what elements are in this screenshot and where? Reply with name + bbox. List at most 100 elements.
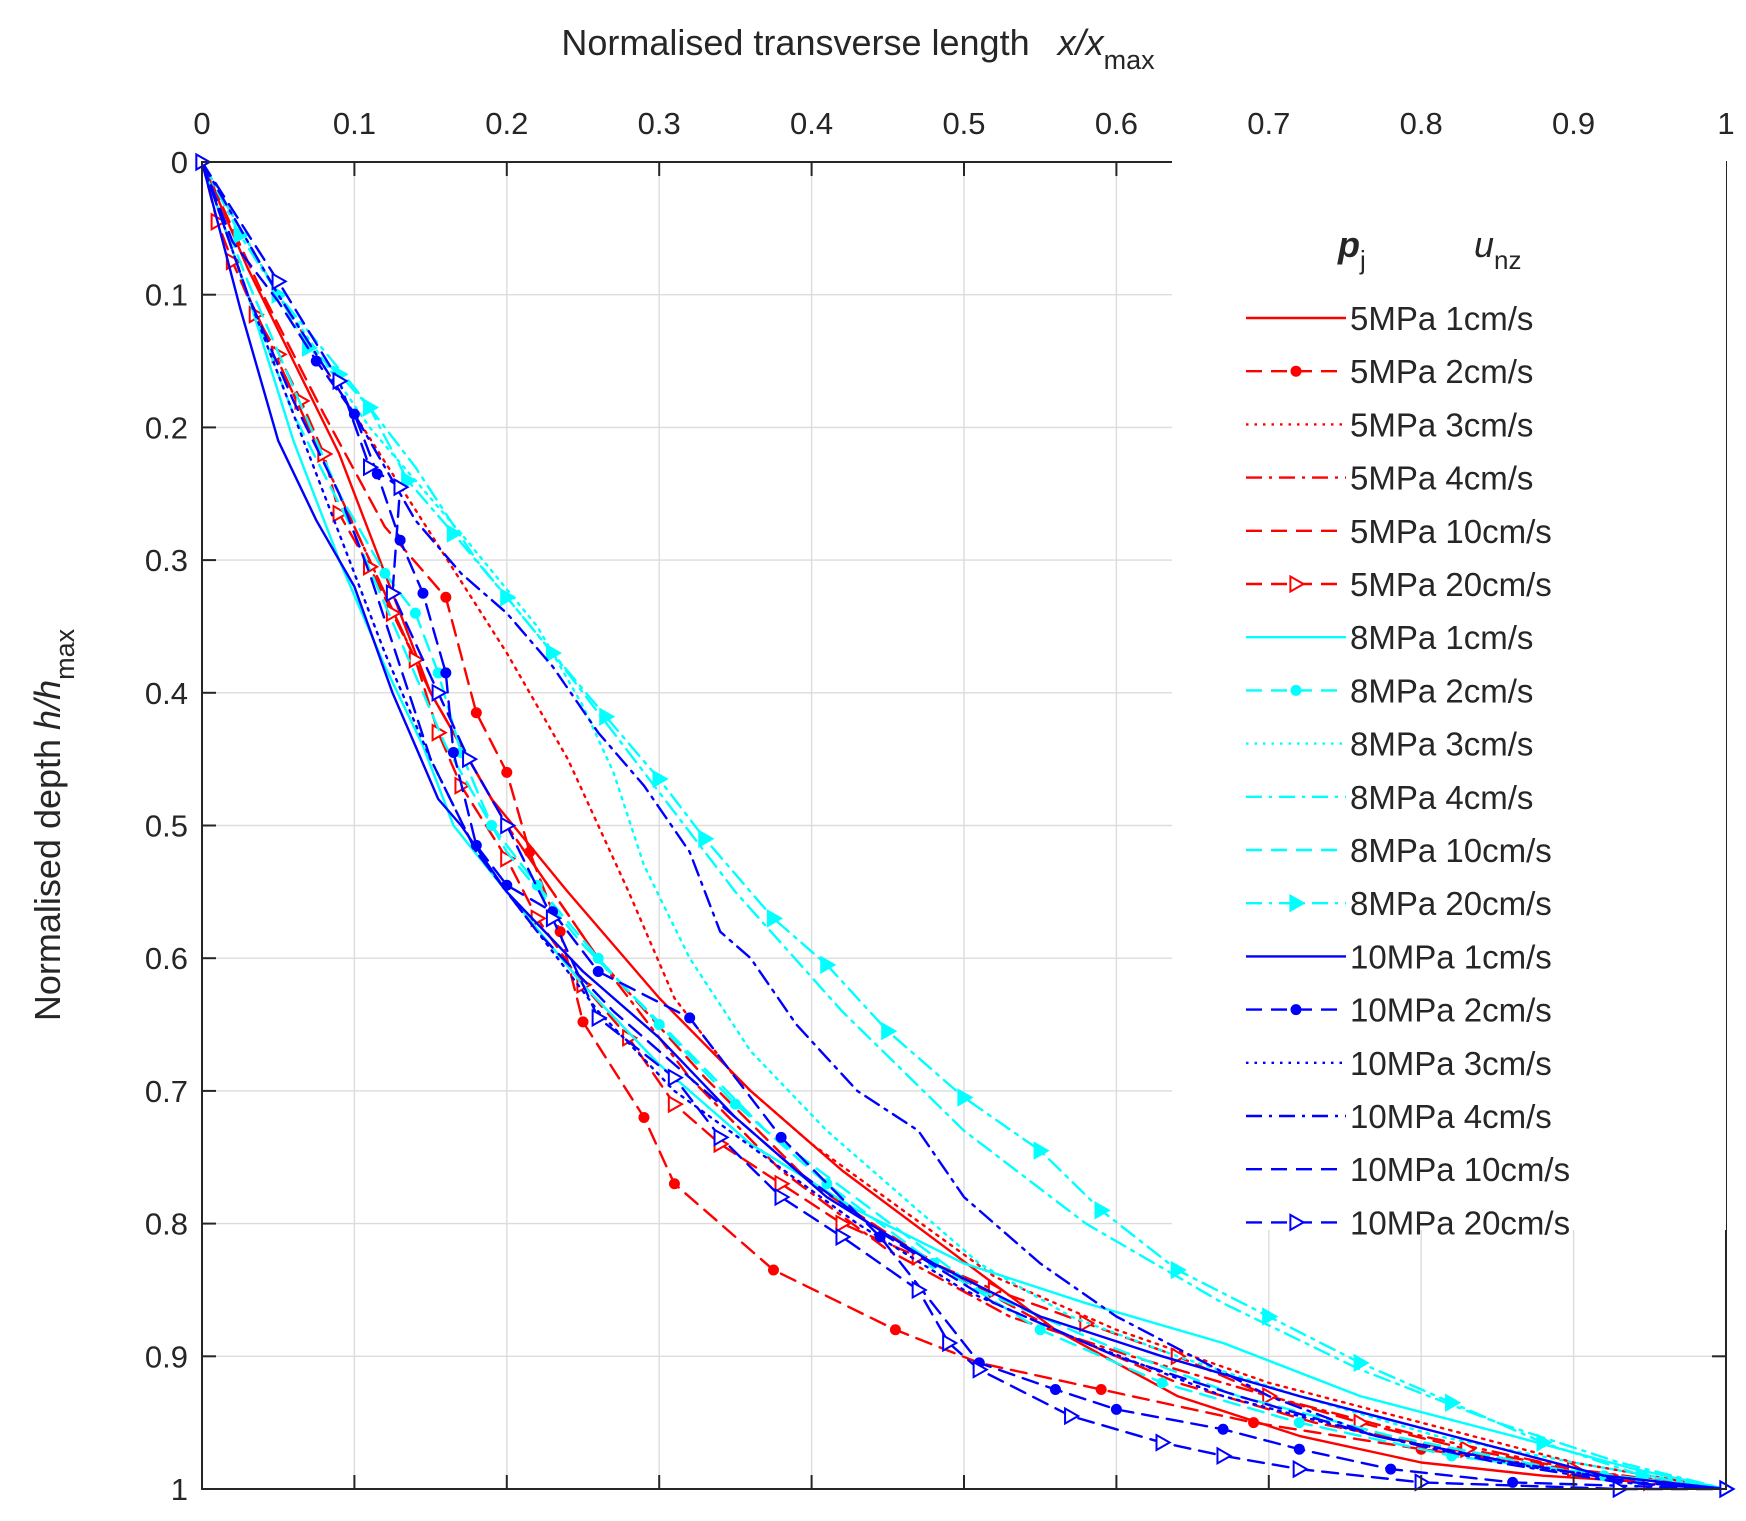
- data-point: [1289, 574, 1306, 594]
- legend-entry: 10MPa 1cm/s: [1246, 938, 1552, 975]
- legend-entry: 10MPa 2cm/s: [1246, 992, 1552, 1029]
- data-point: [942, 1333, 959, 1353]
- data-point: [775, 1131, 787, 1143]
- series-10mpa-10cm-s: [200, 160, 1728, 1491]
- axes: 0 0.1 0.2 0.3 0.4 0.5 0.6 0.7 0.8 0.9 1 0 0.1 0.2 0.3 0…: [145, 106, 1735, 1507]
- data-point: [652, 769, 669, 789]
- legend-entry: 5MPa 3cm/s: [1246, 406, 1533, 443]
- data-point: [363, 398, 380, 417]
- series-line: [200, 160, 1728, 1491]
- data-point: [385, 603, 403, 623]
- x-tick-label: 0.6: [1095, 106, 1138, 141]
- data-point: [401, 471, 418, 490]
- data-point: [332, 371, 349, 391]
- legend-label: 10MPa 20cm/s: [1350, 1204, 1570, 1241]
- legend-entry: 5MPa 10cm/s: [1246, 513, 1552, 550]
- series-10mpa-4cm-s: [200, 160, 1728, 1491]
- data-point: [1049, 1383, 1061, 1395]
- data-point: [698, 829, 715, 848]
- data-point: [881, 1021, 898, 1041]
- series-line: [200, 160, 1728, 1491]
- legend-entry: 8MPa 1cm/s: [1246, 619, 1533, 656]
- y-tick-label: 0.3: [145, 543, 188, 578]
- data-point: [774, 1174, 791, 1194]
- data-point: [1064, 1406, 1081, 1426]
- legend-entry: 10MPa 10cm/s: [1246, 1151, 1570, 1188]
- data-point: [332, 504, 349, 523]
- series-5mpa-4cm-s: [200, 160, 1728, 1491]
- data-point: [1292, 1459, 1309, 1479]
- data-point: [1290, 684, 1302, 696]
- x-tick-label: 0: [193, 106, 210, 141]
- legend-entry: 10MPa 3cm/s: [1246, 1045, 1552, 1082]
- data-point: [545, 909, 563, 928]
- data-point: [729, 1098, 741, 1110]
- legend-entry: 8MPa 10cm/s: [1246, 832, 1552, 869]
- legend-label: 10MPa 1cm/s: [1350, 938, 1552, 975]
- data-point: [379, 567, 391, 579]
- y-tick-label: 0.5: [145, 809, 188, 844]
- data-point: [684, 1012, 696, 1024]
- legend-label: 8MPa 20cm/s: [1350, 885, 1552, 922]
- data-point: [638, 1111, 650, 1123]
- legend-header-unz: unz: [1474, 224, 1522, 275]
- data-point: [1290, 365, 1302, 377]
- data-point: [1293, 1417, 1305, 1429]
- data-point: [462, 749, 479, 769]
- data-point: [577, 1016, 589, 1028]
- data-point: [1217, 1423, 1229, 1435]
- series-line: [200, 160, 1728, 1491]
- legend-label: 5MPa 10cm/s: [1350, 513, 1552, 550]
- legend-entry: 8MPa 20cm/s: [1246, 885, 1552, 922]
- data-point: [545, 643, 563, 663]
- data-point: [500, 588, 517, 607]
- series-line: [200, 160, 1728, 1491]
- data-point: [889, 1324, 901, 1336]
- y-axis-title: Normalised depthh/hmax: [27, 628, 80, 1021]
- data-point: [1290, 1004, 1302, 1016]
- data-point: [417, 587, 429, 599]
- data-point: [713, 1128, 730, 1147]
- data-point: [440, 591, 452, 603]
- y-tick-label: 0.1: [145, 278, 188, 313]
- y-tick-label: 1: [171, 1472, 188, 1507]
- data-point: [440, 667, 452, 679]
- legend-label: 8MPa 2cm/s: [1350, 672, 1533, 709]
- data-point: [1034, 1324, 1046, 1336]
- series-10mpa-3cm-s: [200, 160, 1728, 1491]
- data-point: [363, 457, 380, 477]
- y-tick-label: 0.8: [145, 1207, 188, 1242]
- series-line: [200, 160, 1728, 1491]
- data-point: [835, 1214, 852, 1233]
- series-line: [200, 160, 1728, 1491]
- data-point: [592, 952, 604, 964]
- legend-entry: 8MPa 2cm/s: [1246, 672, 1533, 709]
- data-point: [446, 524, 463, 543]
- y-tick-label: 0.4: [145, 676, 188, 711]
- data-point: [592, 965, 604, 977]
- data-point: [470, 707, 482, 719]
- legend-label: 8MPa 3cm/s: [1350, 726, 1533, 763]
- series-line: [200, 160, 1728, 1491]
- data-point: [1293, 1443, 1305, 1455]
- series-lines: [195, 152, 1736, 1499]
- data-point: [835, 1227, 852, 1247]
- data-point: [1170, 1260, 1187, 1280]
- data-point: [1445, 1393, 1462, 1412]
- data-point: [1155, 1433, 1172, 1452]
- x-tick-label: 0.9: [1552, 106, 1595, 141]
- series-10mpa-1cm-s: [200, 160, 1728, 1491]
- data-point: [599, 707, 616, 726]
- data-point: [501, 766, 513, 778]
- legend-label: 8MPa 1cm/s: [1350, 619, 1533, 656]
- legend-label: 8MPa 10cm/s: [1350, 832, 1552, 869]
- series-line: [200, 160, 1728, 1491]
- data-point: [431, 683, 448, 703]
- x-tick-label: 0.4: [790, 106, 833, 141]
- legend-entry: 5MPa 20cm/s: [1246, 566, 1552, 603]
- legend-entry: 5MPa 4cm/s: [1246, 460, 1533, 497]
- series-10mpa-2cm-s: [200, 160, 1728, 1491]
- x-tick-label: 0.7: [1247, 106, 1290, 141]
- y-tick-label: 0: [171, 145, 188, 180]
- legend-label: 5MPa 4cm/s: [1350, 460, 1533, 497]
